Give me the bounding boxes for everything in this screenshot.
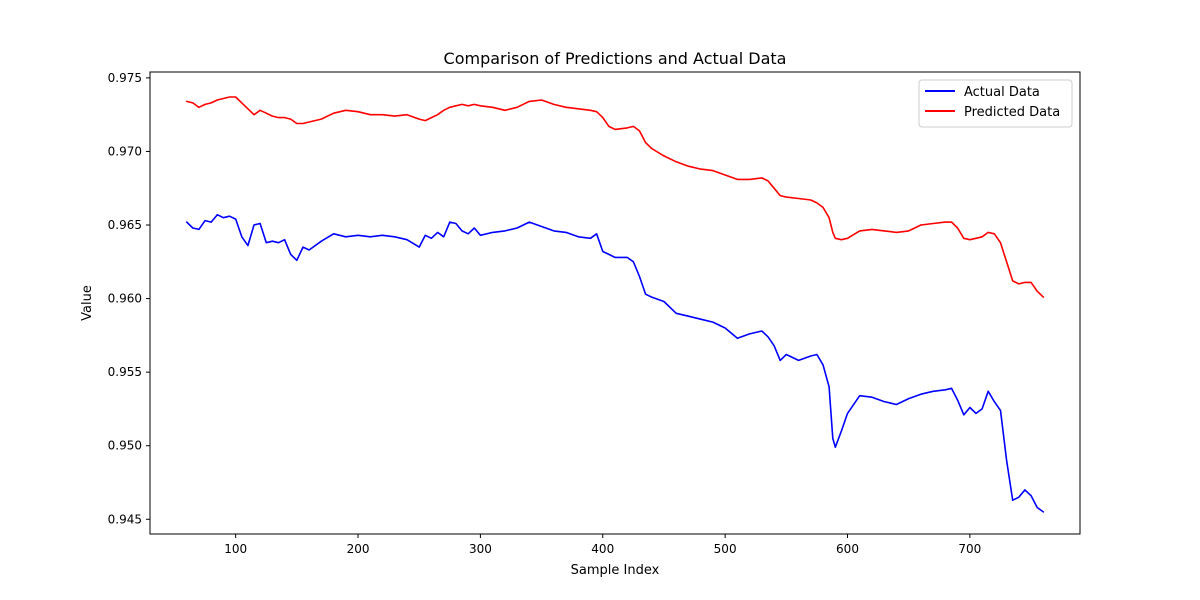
y-tick-label: 0.970	[108, 144, 142, 158]
chart-title: Comparison of Predictions and Actual Dat…	[444, 49, 787, 68]
x-tick-label: 100	[224, 542, 247, 556]
y-tick-label: 0.965	[108, 218, 142, 232]
legend: Actual Data Predicted Data	[918, 79, 1073, 128]
y-tick-label: 0.960	[108, 292, 142, 306]
axis-ticks: 100 200 300 400 500 600 700 0.945 0.950 0.955 0.96…	[108, 71, 982, 556]
y-tick-label: 0.955	[108, 365, 142, 379]
legend-label: Actual Data	[964, 85, 1040, 100]
plot-frame	[149, 71, 1081, 535]
x-axis-label: Sample Index	[571, 563, 660, 578]
x-tick-label: 200	[347, 542, 370, 556]
x-tick-label: 500	[714, 542, 737, 556]
x-tick-label: 300	[469, 542, 492, 556]
x-tick-label: 600	[836, 542, 859, 556]
y-axis-label: Value	[80, 285, 95, 321]
series-line-actual	[185, 213, 1045, 513]
y-tick-label: 0.975	[108, 71, 142, 85]
x-tick-label: 400	[591, 542, 614, 556]
y-tick-label: 0.950	[108, 439, 142, 453]
series-line-predicted	[185, 96, 1045, 298]
series-lines	[185, 96, 1045, 513]
y-tick-label: 0.945	[108, 512, 142, 526]
legend-box	[918, 79, 1073, 128]
x-tick-label: 700	[958, 542, 981, 556]
legend-label: Predicted Data	[964, 105, 1060, 120]
plot-area: 100 200 300 400 500 600 700 0.945 0.950 0.955 0.96…	[108, 71, 1081, 556]
